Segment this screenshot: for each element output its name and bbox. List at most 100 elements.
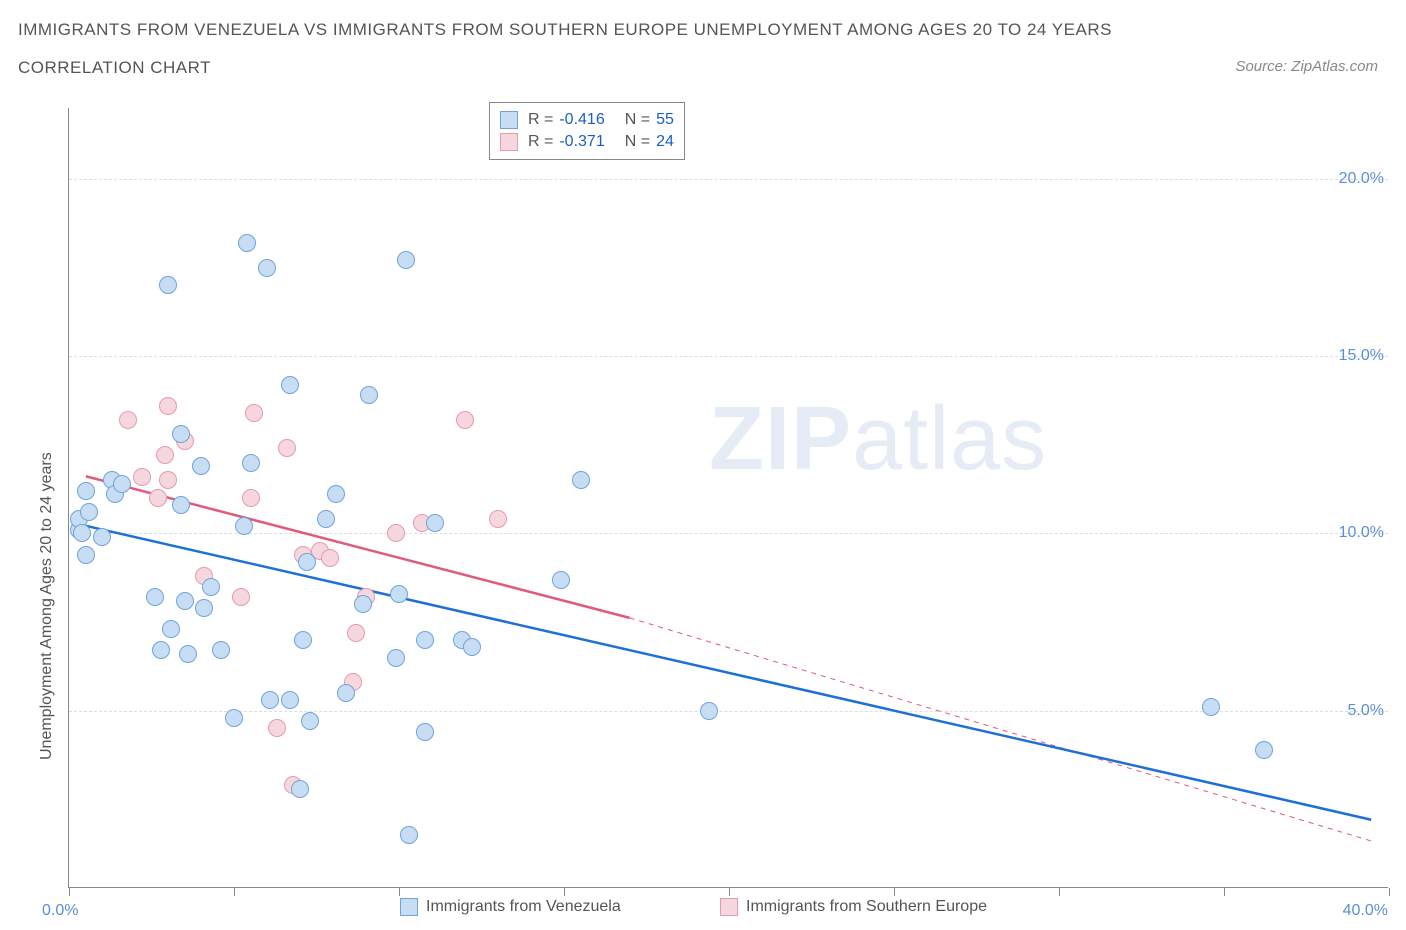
- legend-label-venezuela: Immigrants from Venezuela: [426, 898, 621, 916]
- N-value-seurope: 24: [656, 131, 674, 153]
- scatter-point-venezuela: [416, 631, 434, 649]
- R-value-seurope: -0.371: [559, 131, 604, 153]
- scatter-point-seurope: [278, 439, 296, 457]
- gridline: [69, 179, 1388, 180]
- y-tick-label: 5.0%: [1348, 702, 1384, 720]
- scatter-point-venezuela: [77, 482, 95, 500]
- scatter-point-venezuela: [301, 712, 319, 730]
- x-tick: [894, 888, 895, 896]
- chart-title-line2: CORRELATION CHART: [18, 58, 211, 78]
- N-label: N =: [625, 131, 650, 153]
- scatter-point-seurope: [245, 404, 263, 422]
- y-tick-label: 20.0%: [1339, 170, 1384, 188]
- N-label: N =: [625, 109, 650, 131]
- gridline: [69, 356, 1388, 357]
- watermark-bold: ZIP: [709, 389, 852, 489]
- scatter-point-venezuela: [238, 234, 256, 252]
- scatter-point-venezuela: [202, 578, 220, 596]
- scatter-point-venezuela: [258, 259, 276, 277]
- scatter-point-venezuela: [146, 588, 164, 606]
- scatter-point-venezuela: [1255, 741, 1273, 759]
- x-tick: [564, 888, 565, 896]
- scatter-point-venezuela: [463, 638, 481, 656]
- N-value-venezuela: 55: [656, 109, 674, 131]
- scatter-point-venezuela: [298, 553, 316, 571]
- scatter-point-venezuela: [113, 475, 131, 493]
- scatter-point-venezuela: [80, 503, 98, 521]
- scatter-point-seurope: [159, 471, 177, 489]
- gridline: [69, 711, 1388, 712]
- source-label: Source: ZipAtlas.com: [1235, 58, 1378, 75]
- scatter-point-venezuela: [387, 649, 405, 667]
- scatter-point-seurope: [456, 411, 474, 429]
- scatter-point-venezuela: [192, 457, 210, 475]
- y-axis-title: Unemployment Among Ages 20 to 24 years: [38, 452, 56, 760]
- scatter-point-venezuela: [337, 684, 355, 702]
- gridline: [69, 533, 1388, 534]
- scatter-point-venezuela: [77, 546, 95, 564]
- scatter-point-venezuela: [172, 496, 190, 514]
- legend-label-seurope: Immigrants from Southern Europe: [746, 898, 987, 916]
- R-value-venezuela: -0.416: [559, 109, 604, 131]
- x-tick: [1389, 888, 1390, 896]
- bottom-legend-venezuela: Immigrants from Venezuela: [400, 898, 621, 916]
- scatter-point-seurope: [242, 489, 260, 507]
- scatter-point-venezuela: [159, 276, 177, 294]
- y-tick-label: 15.0%: [1339, 347, 1384, 365]
- scatter-point-seurope: [156, 446, 174, 464]
- scatter-point-seurope: [387, 524, 405, 542]
- scatter-point-venezuela: [281, 691, 299, 709]
- watermark-rest: atlas: [852, 389, 1047, 489]
- x-tick: [1224, 888, 1225, 896]
- scatter-point-seurope: [268, 719, 286, 737]
- scatter-point-venezuela: [1202, 698, 1220, 716]
- legend-stats-row-venezuela: R = -0.416 N = 55: [500, 109, 674, 131]
- scatter-point-venezuela: [179, 645, 197, 663]
- watermark: ZIPatlas: [709, 388, 1047, 491]
- scatter-point-venezuela: [176, 592, 194, 610]
- x-tick: [729, 888, 730, 896]
- x-tick: [234, 888, 235, 896]
- legend-stats-row-seurope: R = -0.371 N = 24: [500, 131, 674, 153]
- trend-line: [630, 618, 1372, 841]
- scatter-point-venezuela: [416, 723, 434, 741]
- scatter-point-venezuela: [426, 514, 444, 532]
- R-label: R =: [528, 131, 553, 153]
- scatter-point-seurope: [119, 411, 137, 429]
- scatter-point-seurope: [321, 549, 339, 567]
- plot-area: ZIPatlas R = -0.416 N = 55 R = -0.371 N …: [68, 108, 1388, 888]
- scatter-point-venezuela: [73, 524, 91, 542]
- swatch-seurope: [720, 898, 738, 916]
- scatter-point-seurope: [232, 588, 250, 606]
- x-tick: [1059, 888, 1060, 896]
- scatter-point-venezuela: [354, 595, 372, 613]
- y-tick-label: 10.0%: [1339, 524, 1384, 542]
- x-tick: [399, 888, 400, 896]
- swatch-venezuela: [400, 898, 418, 916]
- trend-lines: [69, 108, 1388, 887]
- scatter-point-seurope: [489, 510, 507, 528]
- scatter-point-venezuela: [552, 571, 570, 589]
- scatter-point-venezuela: [93, 528, 111, 546]
- scatter-point-seurope: [133, 468, 151, 486]
- scatter-point-venezuela: [152, 641, 170, 659]
- scatter-point-venezuela: [291, 780, 309, 798]
- scatter-point-venezuela: [235, 517, 253, 535]
- scatter-point-venezuela: [261, 691, 279, 709]
- R-label: R =: [528, 109, 553, 131]
- x-axis-left-label: 0.0%: [42, 902, 78, 920]
- scatter-point-venezuela: [400, 826, 418, 844]
- scatter-point-seurope: [347, 624, 365, 642]
- scatter-point-venezuela: [162, 620, 180, 638]
- scatter-point-venezuela: [572, 471, 590, 489]
- scatter-point-venezuela: [317, 510, 335, 528]
- scatter-point-venezuela: [397, 251, 415, 269]
- scatter-point-venezuela: [242, 454, 260, 472]
- scatter-point-seurope: [159, 397, 177, 415]
- x-tick: [69, 888, 70, 896]
- swatch-seurope: [500, 133, 518, 151]
- scatter-point-venezuela: [327, 485, 345, 503]
- legend-stats-box: R = -0.416 N = 55 R = -0.371 N = 24: [489, 102, 685, 160]
- chart-title-line1: IMMIGRANTS FROM VENEZUELA VS IMMIGRANTS …: [18, 20, 1112, 40]
- scatter-point-venezuela: [172, 425, 190, 443]
